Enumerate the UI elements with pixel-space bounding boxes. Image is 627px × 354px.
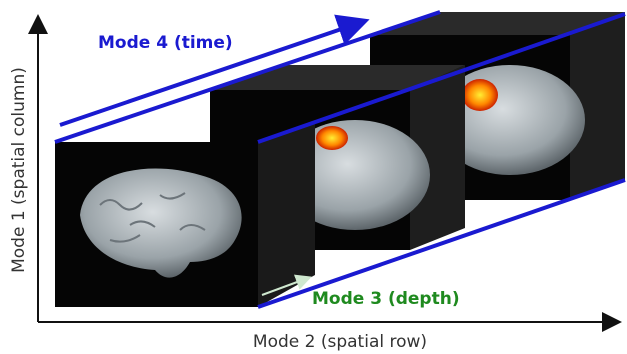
mode4-label: Mode 4 (time) [98, 33, 233, 53]
mode3-label: Mode 3 (depth) [312, 289, 460, 309]
mode2-label: Mode 2 (spatial row) [253, 332, 427, 352]
mode1-label: Mode 1 (spatial column) [9, 67, 29, 273]
page: {"labels": {"mode4": "Mode 4 (time)", "m… [0, 0, 627, 354]
volume-1 [55, 120, 315, 307]
diagram: Mode 4 (time) Mode 3 (depth) Mode 2 (spa… [0, 0, 627, 354]
